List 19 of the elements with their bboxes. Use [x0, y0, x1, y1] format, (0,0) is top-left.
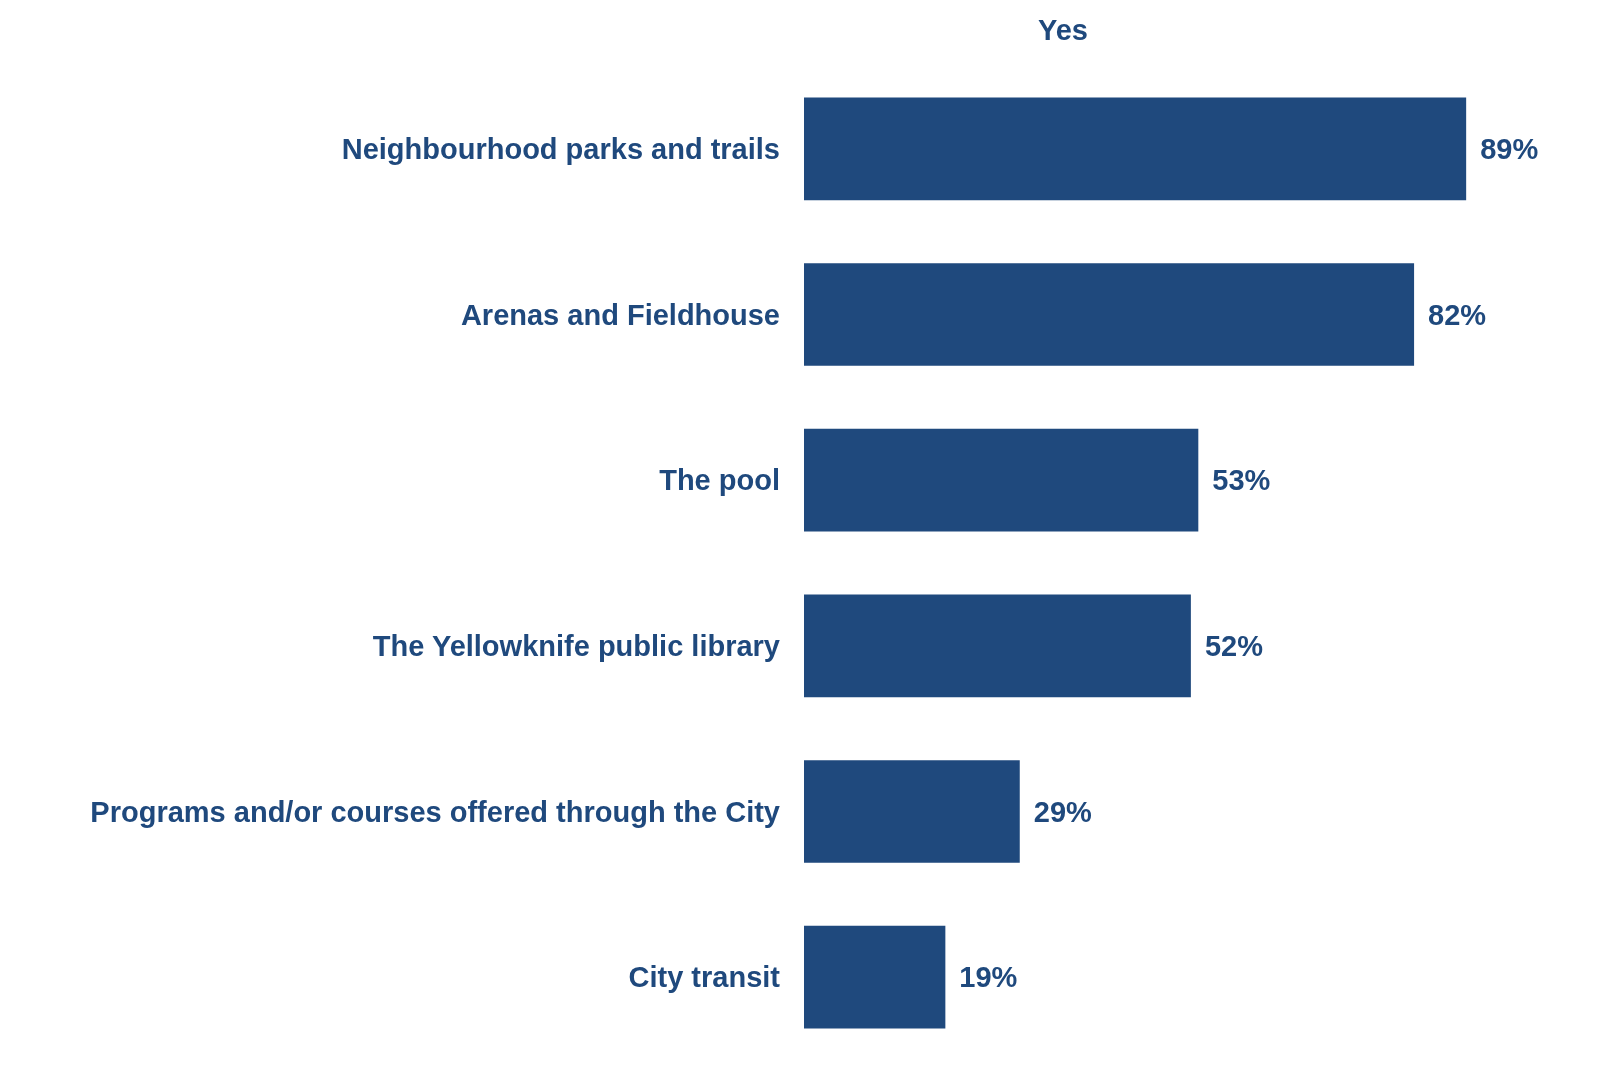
data-label: 29%	[1033, 795, 1093, 828]
data-label: 82%	[1428, 298, 1487, 331]
y-tick-label: Neighbourhood parks and trails	[341, 132, 780, 165]
y-tick-label: City transit	[628, 961, 781, 994]
bar	[804, 263, 1415, 366]
data-label: 52%	[1204, 629, 1264, 662]
chart-title: Yes	[1038, 13, 1088, 46]
bar	[804, 925, 946, 1029]
bar	[804, 97, 1467, 201]
y-tick-label: Programs and/or courses offered through the City	[90, 795, 780, 828]
data-label: 89%	[1480, 132, 1539, 165]
y-tick-label: Arenas and Fieldhouse	[460, 298, 780, 331]
y-tick-label: The pool	[659, 464, 780, 497]
bar	[804, 760, 1020, 863]
y-tick-label: The Yellowknife public library	[372, 629, 780, 662]
data-label: 19%	[959, 961, 1018, 994]
bar	[804, 594, 1191, 698]
bar	[804, 428, 1199, 532]
data-label: 53%	[1212, 464, 1271, 497]
